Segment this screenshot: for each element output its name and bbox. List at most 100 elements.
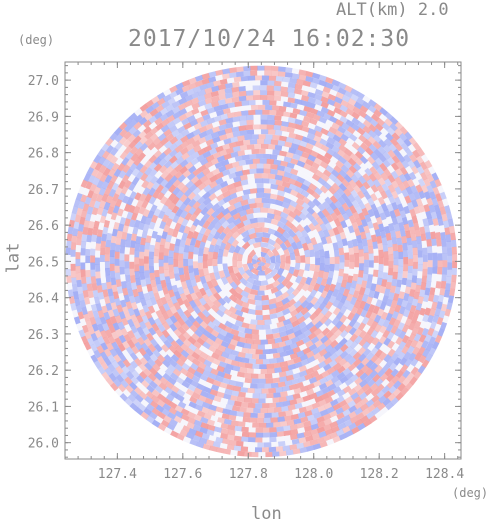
radar-cell — [285, 281, 294, 290]
radar-cell — [287, 235, 296, 245]
radar-cell — [163, 153, 173, 162]
radar-cell — [443, 290, 450, 298]
radar-cell — [368, 129, 377, 139]
radar-cell — [240, 230, 250, 238]
radar-cell — [85, 241, 92, 250]
radar-cell — [403, 309, 410, 318]
radar-cell — [115, 374, 125, 383]
radar-cell — [250, 70, 258, 76]
radar-cell — [386, 239, 393, 248]
radar-cell — [321, 91, 330, 99]
radar-cell — [258, 275, 267, 281]
radar-cell — [131, 282, 138, 291]
radar-cell — [367, 342, 376, 352]
radar-cell — [146, 384, 155, 393]
radar-cell — [256, 418, 264, 423]
radar-cell — [111, 182, 120, 191]
radar-cell — [422, 247, 428, 255]
radar-cell — [408, 192, 416, 202]
radar-cell — [178, 102, 187, 111]
radar-cell — [329, 220, 338, 229]
radar-cell — [300, 130, 309, 138]
radar-cell — [109, 263, 115, 272]
radar-cell — [85, 320, 93, 329]
radar-cell — [413, 142, 422, 152]
radar-cell — [141, 379, 150, 389]
radar-cell — [381, 279, 388, 287]
radar-cell — [272, 279, 281, 288]
radar-cell — [345, 108, 355, 116]
radar-cell — [124, 261, 130, 269]
radar-cell — [354, 328, 363, 337]
radar-cell — [257, 65, 265, 71]
radar-cell — [233, 244, 242, 254]
radar-cell — [342, 318, 352, 327]
radar-cell — [202, 191, 211, 200]
radar-cell — [187, 114, 196, 123]
radar-cell — [272, 134, 280, 141]
radar-cell — [432, 245, 438, 253]
radar-cell — [430, 231, 437, 240]
radar-cell — [394, 176, 403, 186]
radar-cell — [294, 123, 303, 131]
radar-cell — [243, 65, 251, 72]
radar-cell — [157, 227, 164, 236]
radar-cell — [408, 333, 416, 342]
radar-cell — [114, 214, 122, 224]
radar-cell — [420, 282, 427, 291]
radar-cell — [218, 316, 227, 325]
radar-cell — [305, 362, 314, 370]
radar-cell — [207, 251, 214, 260]
radar-cell — [275, 76, 284, 82]
radar-cell — [337, 149, 346, 158]
radar-cell — [282, 181, 291, 189]
radar-cell — [273, 124, 282, 131]
radar-cell — [350, 296, 358, 306]
radar-cell — [305, 169, 315, 178]
radar-cell — [227, 259, 233, 267]
radar-cell — [272, 377, 280, 384]
radar-cell — [307, 200, 316, 209]
radar-cell — [338, 399, 348, 408]
radar-cell — [327, 242, 334, 251]
radar-cell — [354, 283, 362, 292]
radar-cell — [189, 438, 198, 446]
radar-cell — [231, 161, 240, 168]
radar-cell — [356, 362, 365, 371]
radar-cell — [255, 432, 264, 438]
radar-cell — [397, 265, 404, 274]
radar-cell — [296, 282, 305, 292]
radar-cell — [279, 376, 287, 383]
radar-cell — [311, 317, 320, 326]
radar-cell — [199, 351, 209, 360]
radar-cell — [175, 156, 185, 165]
radar-cell — [337, 240, 344, 249]
radar-cell — [372, 399, 382, 408]
radar-cell — [288, 229, 297, 238]
radar-cell — [379, 113, 388, 122]
radar-cell — [378, 153, 387, 163]
radar-cell — [156, 399, 166, 408]
radar-cell — [300, 385, 309, 393]
radar-cell — [127, 318, 135, 328]
radar-cell — [332, 307, 341, 316]
radar-cell — [168, 407, 178, 415]
radar-cell — [318, 270, 325, 279]
radar-cell — [210, 237, 218, 246]
radar-cell — [227, 221, 236, 230]
radar-cell — [277, 140, 286, 147]
radar-cell — [210, 197, 219, 206]
radar-cell — [168, 344, 177, 354]
radar-cell — [93, 349, 102, 359]
radar-cell — [202, 443, 211, 451]
radar-cell — [326, 131, 336, 139]
radar-cell — [159, 245, 165, 253]
radar-cell — [263, 163, 271, 169]
radar-cell — [293, 418, 302, 425]
radar-cell — [269, 109, 277, 116]
radar-cell — [260, 212, 268, 218]
radar-cell — [283, 430, 292, 437]
radar-cell — [125, 346, 134, 356]
radar-cell — [370, 297, 378, 306]
radar-cell — [270, 255, 276, 264]
